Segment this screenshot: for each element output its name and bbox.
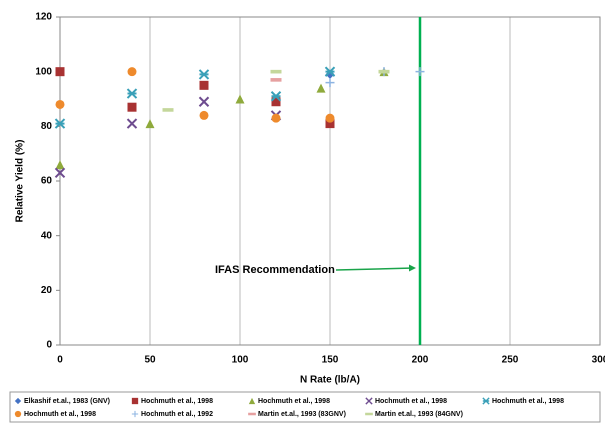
marker — [55, 99, 65, 109]
legend-marker — [365, 412, 373, 416]
marker — [270, 69, 282, 74]
legend-label: Hochmuth et al., 1998 — [375, 398, 447, 405]
marker — [126, 118, 138, 129]
legend-marker — [482, 397, 490, 405]
marker — [162, 108, 174, 112]
marker — [55, 67, 65, 77]
annotation: IFAS Recommendation — [215, 264, 335, 276]
y-axis-label: Relative Yield (%) — [15, 140, 26, 223]
marker — [271, 113, 281, 123]
arrow-head — [409, 264, 416, 272]
y-tick-label: 60 — [41, 176, 53, 187]
x-tick-label: 50 — [144, 355, 156, 366]
legend-label: Martin et.al., 1993 (84GNV) — [375, 411, 463, 418]
marker — [54, 167, 66, 179]
marker — [198, 96, 210, 107]
legend-marker — [131, 397, 139, 405]
legend-marker — [248, 397, 256, 405]
y-tick-label: 20 — [41, 285, 53, 296]
marker — [270, 78, 282, 82]
legend-marker — [365, 397, 373, 405]
legend-marker — [248, 412, 256, 416]
legend-marker — [131, 410, 139, 418]
legend-box — [9, 391, 601, 423]
legend-label: Hochmuth et al., 1998 — [492, 398, 564, 405]
marker — [415, 67, 425, 77]
x-tick-label: 0 — [57, 355, 63, 366]
y-tick-label: 120 — [35, 12, 52, 23]
marker — [271, 97, 281, 107]
annotation-arrow — [335, 267, 415, 271]
legend-marker — [14, 410, 22, 418]
marker — [198, 69, 210, 80]
x-tick-label: 100 — [232, 355, 249, 366]
y-tick-label: 100 — [35, 66, 52, 77]
legend-label: Hochmuth et al., 1998 — [141, 398, 213, 405]
legend-marker — [14, 397, 22, 405]
legend-label: Elkashif et.al., 1983 (GNV) — [24, 398, 110, 405]
marker — [325, 78, 335, 88]
marker — [126, 88, 138, 99]
marker — [127, 67, 137, 77]
plot-area — [59, 16, 601, 346]
legend-label: Hochmuth et al., 1998 — [24, 411, 96, 418]
marker — [378, 69, 390, 74]
x-tick-label: 300 — [592, 355, 605, 366]
marker — [199, 110, 209, 120]
y-tick-label: 80 — [41, 121, 53, 132]
x-axis-label: N Rate (lb/A) — [300, 375, 360, 386]
marker — [55, 160, 65, 170]
y-tick-label: 40 — [41, 230, 53, 241]
marker — [325, 113, 335, 123]
marker — [145, 119, 155, 129]
x-tick-label: 200 — [412, 355, 429, 366]
y-tick-label: 0 — [46, 340, 52, 351]
legend-label: Hochmuth et al., 1998 — [258, 398, 330, 405]
x-tick-label: 150 — [322, 355, 339, 366]
marker — [127, 102, 137, 112]
marker — [316, 83, 326, 93]
x-tick-label: 250 — [502, 355, 519, 366]
marker — [325, 119, 335, 129]
marker — [324, 66, 336, 77]
legend-label: Martin et.al., 1993 (83GNV) — [258, 411, 346, 418]
marker — [199, 80, 209, 90]
legend-label: Hochmuth et al., 1992 — [141, 411, 213, 418]
marker — [270, 91, 282, 102]
marker — [235, 94, 245, 104]
marker — [54, 118, 66, 129]
